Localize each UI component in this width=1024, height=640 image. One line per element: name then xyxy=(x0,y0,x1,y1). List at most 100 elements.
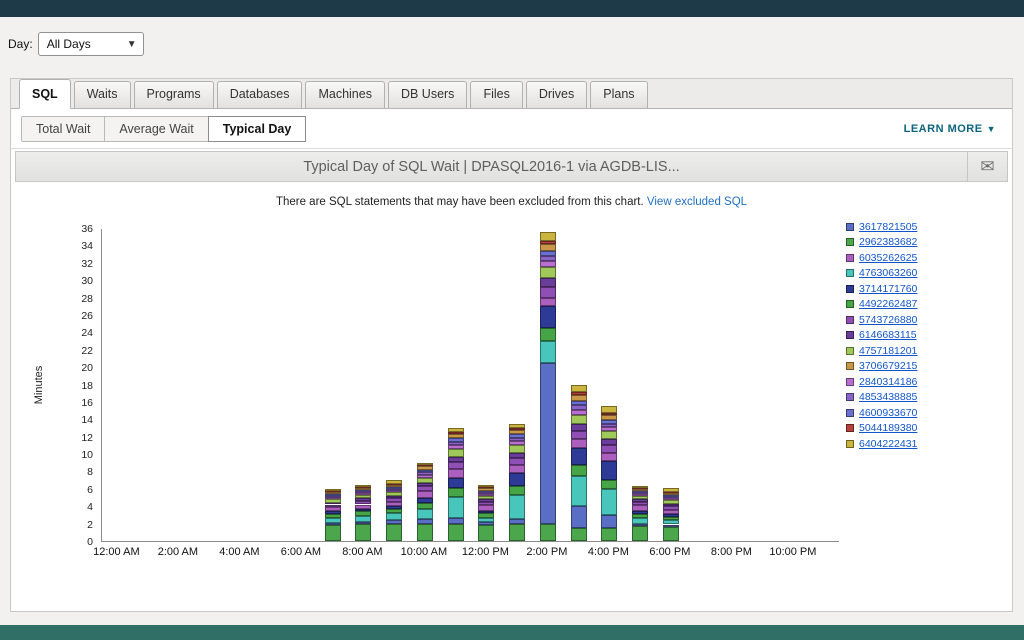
subtab-total-wait[interactable]: Total Wait xyxy=(21,115,106,142)
bar-segment[interactable] xyxy=(386,486,403,489)
bar-segment[interactable] xyxy=(416,486,433,491)
learn-more-link[interactable]: LEARN MORE ▼ xyxy=(904,123,996,135)
bar-segment[interactable] xyxy=(324,507,341,512)
bar-segment[interactable] xyxy=(447,456,464,462)
bar-segment[interactable] xyxy=(324,525,341,541)
tab-db-users[interactable]: DB Users xyxy=(387,81,468,108)
bar-segment[interactable] xyxy=(478,513,495,518)
bar-segment[interactable] xyxy=(539,232,556,242)
bar-segment[interactable] xyxy=(324,504,341,508)
tab-waits[interactable]: Waits xyxy=(73,81,131,108)
bar-segment[interactable] xyxy=(632,518,649,524)
bar-segment[interactable] xyxy=(570,439,587,448)
bar-segment[interactable] xyxy=(570,506,587,528)
bar-segment[interactable] xyxy=(416,497,433,503)
bar-segment[interactable] xyxy=(447,468,464,478)
legend-sql-link[interactable]: 4763063260 xyxy=(859,267,918,280)
day-filter-select[interactable]: All Days ▼ xyxy=(37,32,144,56)
bar-segment[interactable] xyxy=(355,504,372,509)
bar-segment[interactable] xyxy=(539,297,556,307)
bar-segment[interactable] xyxy=(539,243,556,251)
bar-segment[interactable] xyxy=(632,523,649,527)
bar-segment[interactable] xyxy=(478,487,495,491)
bar-segment[interactable] xyxy=(570,405,587,410)
tab-plans[interactable]: Plans xyxy=(590,81,648,108)
bar-segment[interactable] xyxy=(601,420,618,424)
bar-segment[interactable] xyxy=(355,521,372,525)
bar-segment[interactable] xyxy=(478,484,495,488)
subtab-typical-day[interactable]: Typical Day xyxy=(207,115,307,142)
bar-segment[interactable] xyxy=(447,487,464,497)
bar-segment[interactable] xyxy=(601,427,618,432)
bar-segment[interactable] xyxy=(416,472,433,475)
bar-segment[interactable] xyxy=(662,516,679,521)
bar-segment[interactable] xyxy=(386,520,403,524)
legend-sql-link[interactable]: 3706679215 xyxy=(859,360,918,373)
bar-segment[interactable] xyxy=(324,514,341,518)
bar-segment[interactable] xyxy=(386,523,403,541)
bar-segment[interactable] xyxy=(355,494,372,499)
bar-segment[interactable] xyxy=(539,306,556,328)
bar-segment[interactable] xyxy=(632,495,649,500)
bar-segment[interactable] xyxy=(324,502,341,505)
bar-segment[interactable] xyxy=(416,519,433,524)
bar-segment[interactable] xyxy=(539,278,556,288)
legend-sql-link[interactable]: 6404222431 xyxy=(859,437,918,450)
bar-segment[interactable] xyxy=(539,261,556,268)
bar-segment[interactable] xyxy=(601,445,618,454)
bar-segment[interactable] xyxy=(447,441,464,446)
bar-segment[interactable] xyxy=(355,501,372,505)
bar-segment[interactable] xyxy=(509,473,526,487)
bar-segment[interactable] xyxy=(539,523,556,541)
bar-segment[interactable] xyxy=(570,465,587,476)
bar-segment[interactable] xyxy=(570,414,587,424)
legend-sql-link[interactable]: 3714171760 xyxy=(859,282,918,295)
bar-segment[interactable] xyxy=(478,499,495,502)
bar-segment[interactable] xyxy=(632,488,649,491)
bar-segment[interactable] xyxy=(386,513,403,521)
bar-segment[interactable] xyxy=(386,501,403,507)
bar-segment[interactable] xyxy=(478,521,495,526)
bar-segment[interactable] xyxy=(447,448,464,457)
bar-segment[interactable] xyxy=(539,362,556,524)
bar-segment[interactable] xyxy=(447,438,464,442)
bar-segment[interactable] xyxy=(539,250,556,256)
bar-segment[interactable] xyxy=(386,490,403,493)
bar-segment[interactable] xyxy=(355,491,372,494)
bar-segment[interactable] xyxy=(601,406,618,414)
bar-segment[interactable] xyxy=(324,488,341,492)
bar-segment[interactable] xyxy=(386,492,403,496)
bar-segment[interactable] xyxy=(601,453,618,462)
tab-programs[interactable]: Programs xyxy=(133,81,214,108)
bar-segment[interactable] xyxy=(447,496,464,519)
bar-segment[interactable] xyxy=(632,505,649,511)
bar-segment[interactable] xyxy=(324,499,341,503)
bar-segment[interactable] xyxy=(324,497,341,500)
bar-segment[interactable] xyxy=(416,462,433,465)
bar-segment[interactable] xyxy=(447,518,464,524)
bar-segment[interactable] xyxy=(570,401,587,406)
bar-segment[interactable] xyxy=(447,477,464,488)
tab-sql[interactable]: SQL xyxy=(19,79,71,109)
bar-segment[interactable] xyxy=(478,501,495,506)
legend-sql-link[interactable]: 2840314186 xyxy=(859,375,918,388)
bar-segment[interactable] xyxy=(355,487,372,490)
bar-segment[interactable] xyxy=(416,477,433,483)
bar-segment[interactable] xyxy=(416,523,433,541)
legend-sql-link[interactable]: 4757181201 xyxy=(859,344,918,357)
bar-segment[interactable] xyxy=(632,510,649,515)
bar-segment[interactable] xyxy=(478,525,495,541)
bar-segment[interactable] xyxy=(509,458,526,466)
bar-segment[interactable] xyxy=(447,523,464,541)
legend-sql-link[interactable]: 5743726880 xyxy=(859,313,918,326)
bar-segment[interactable] xyxy=(478,510,495,514)
bar-segment[interactable] xyxy=(447,445,464,449)
bar-segment[interactable] xyxy=(324,522,341,526)
bar-segment[interactable] xyxy=(570,384,587,393)
bar-segment[interactable] xyxy=(478,493,495,496)
bar-segment[interactable] xyxy=(324,511,341,515)
bar-segment[interactable] xyxy=(601,414,618,421)
bar-segment[interactable] xyxy=(324,492,341,495)
bar-segment[interactable] xyxy=(478,490,495,493)
bar-segment[interactable] xyxy=(662,494,679,497)
